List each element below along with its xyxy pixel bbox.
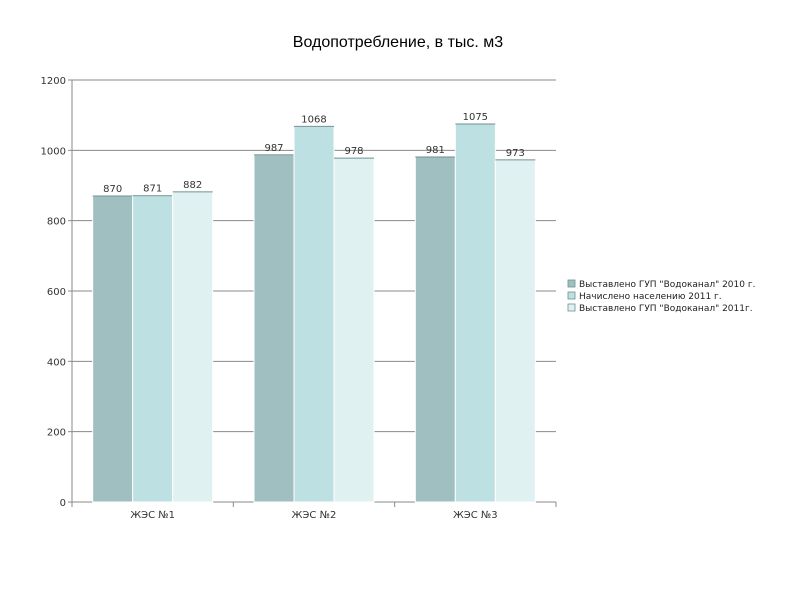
data-label: 882 <box>183 180 202 191</box>
x-tick-label: ЖЭС №1 <box>130 510 175 521</box>
data-labels: 870 871 882 987 1068 978 981 1075 973 <box>103 112 525 195</box>
bar <box>293 125 335 503</box>
legend-label: Выставлено ГУП "Водоканал" 2011г. <box>579 304 753 314</box>
bar <box>92 195 134 503</box>
bar <box>414 156 456 503</box>
legend-swatch <box>567 279 576 288</box>
y-tick-label: 1000 <box>41 146 66 157</box>
data-label: 1068 <box>301 114 326 125</box>
y-tick-label: 200 <box>47 428 66 439</box>
data-label: 871 <box>143 184 162 195</box>
x-tick-label: ЖЭС №2 <box>292 510 337 521</box>
data-label: 978 <box>344 146 363 157</box>
bar <box>172 191 214 503</box>
chart-title: Водопотребление, в тыс. м3 <box>293 34 504 51</box>
y-tick-label: 1200 <box>41 76 66 87</box>
legend-swatch <box>567 303 576 312</box>
bars <box>92 123 536 503</box>
bar <box>333 157 375 503</box>
bar <box>253 154 295 503</box>
legend-label: Выставлено ГУП "Водоканал" 2010 г. <box>579 280 755 290</box>
bar <box>132 195 174 503</box>
legend-swatch <box>567 291 576 300</box>
data-label: 987 <box>264 143 283 154</box>
data-label: 973 <box>506 148 525 159</box>
y-tick-label: 600 <box>47 287 66 298</box>
legend: Выставлено ГУП "Водоканал" 2010 г. Начисл… <box>567 279 755 314</box>
bar <box>494 159 536 503</box>
y-tick-label: 800 <box>47 217 66 228</box>
data-label: 1075 <box>463 112 488 123</box>
legend-label: Начислено населению 2011 г. <box>579 292 722 302</box>
data-label: 870 <box>103 184 122 195</box>
y-tick-label: 400 <box>47 357 66 368</box>
data-label: 981 <box>426 145 445 156</box>
bar <box>454 123 496 503</box>
y-tick-label: 0 <box>60 498 66 509</box>
x-tick-label: ЖЭС №3 <box>453 510 498 521</box>
